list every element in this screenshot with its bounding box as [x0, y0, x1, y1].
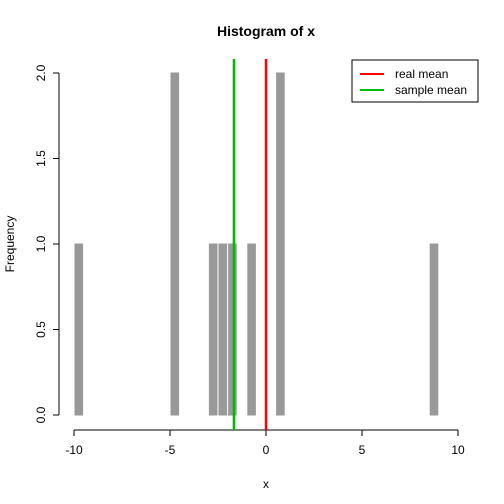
- x-tick-label: 10: [451, 443, 465, 457]
- x-tick-label: -10: [65, 443, 83, 457]
- histogram-bar: [228, 243, 237, 416]
- y-axis-label: Frequency: [3, 216, 17, 273]
- x-tick-label: 0: [263, 443, 270, 457]
- histogram-bar: [276, 72, 285, 416]
- histogram-bar: [74, 243, 84, 416]
- histogram-bar: [170, 72, 180, 416]
- legend-box: [351, 59, 479, 103]
- legend-label: sample mean: [395, 83, 467, 97]
- histogram-bar: [218, 243, 228, 416]
- histogram-bar: [208, 243, 218, 416]
- chart-title: Histogram of x: [217, 23, 315, 39]
- legend-label: real mean: [395, 67, 448, 81]
- x-axis-label: x: [263, 477, 269, 491]
- y-tick-label: 2.0: [34, 64, 48, 81]
- y-tick-label: 1.5: [34, 150, 48, 167]
- y-tick-label: 0.0: [34, 406, 48, 423]
- y-tick-label: 0.5: [34, 321, 48, 338]
- histogram-bar: [429, 243, 439, 416]
- histogram-bar: [247, 243, 256, 416]
- legend: real mean sample mean: [351, 59, 479, 103]
- reference-lines: [232, 59, 268, 430]
- x-tick-label: 5: [359, 443, 366, 457]
- histogram-bars: [74, 72, 439, 416]
- x-tick-label: -5: [165, 443, 176, 457]
- y-tick-label: 1.0: [34, 235, 48, 252]
